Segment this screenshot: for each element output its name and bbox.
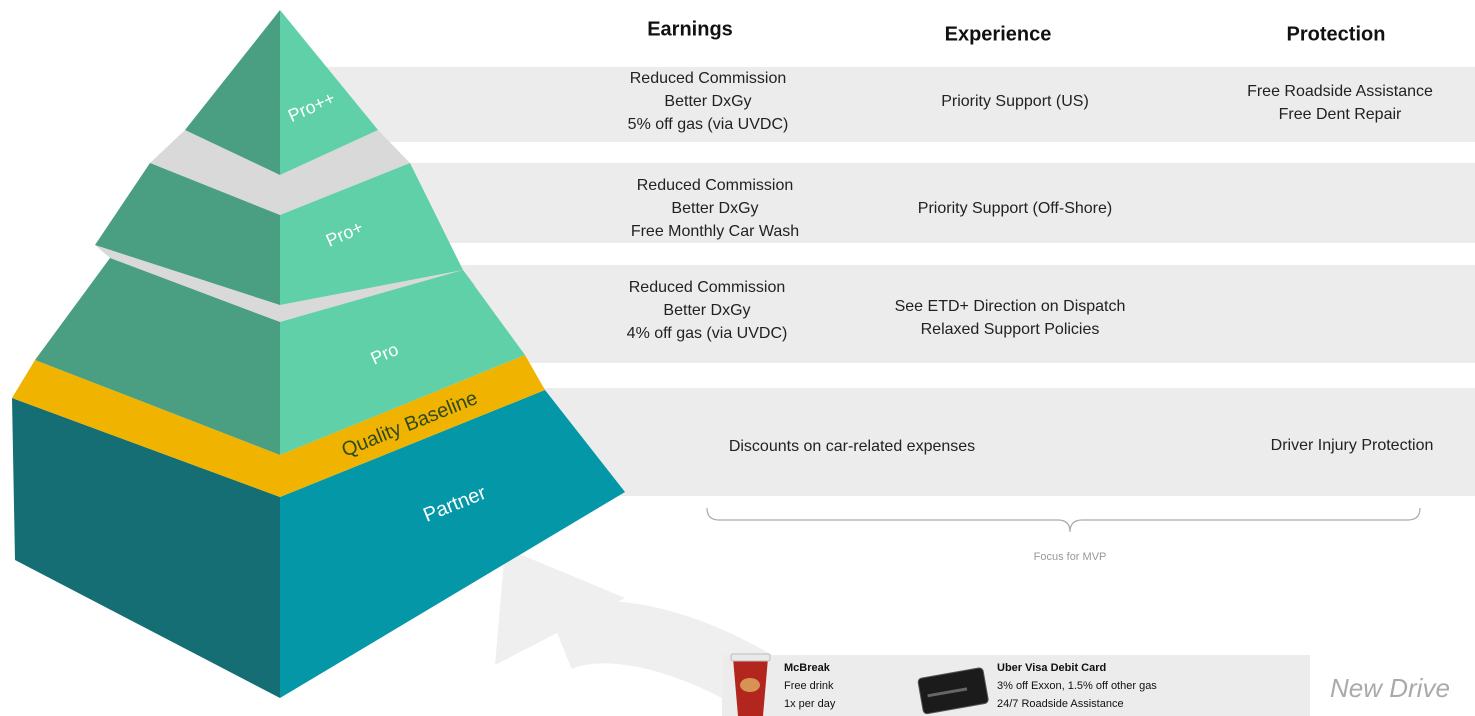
earnings-item: Better DxGy xyxy=(663,302,750,319)
perk-title: McBreak xyxy=(784,662,831,674)
column-header: Experience xyxy=(945,23,1052,45)
column-header: Earnings xyxy=(647,18,733,40)
earnings-item: Reduced Commission xyxy=(637,177,794,194)
experience-item: Relaxed Support Policies xyxy=(921,321,1100,338)
earnings-item: 4% off gas (via UVDC) xyxy=(627,325,788,342)
experience-item: Priority Support (US) xyxy=(941,93,1089,110)
bracket-label: Focus for MVP xyxy=(1034,551,1107,563)
earnings-item: Better DxGy xyxy=(664,93,751,110)
perk-line: 24/7 Roadside Assistance xyxy=(997,698,1124,710)
protection-item: Free Dent Repair xyxy=(1279,106,1402,123)
new-driver-label: New Drive xyxy=(1330,673,1450,703)
slide: Pro++ Pro+ Pro Quality Baseline Partner … xyxy=(0,0,1475,716)
earnings-item: 5% off gas (via UVDC) xyxy=(628,116,789,133)
experience-item: Priority Support (Off-Shore) xyxy=(918,200,1112,217)
earnings-item: Discounts on car-related expenses xyxy=(729,438,975,455)
bracket xyxy=(707,508,1420,532)
protection-item: Free Roadside Assistance xyxy=(1247,83,1433,100)
row-band xyxy=(300,163,1475,243)
row-band xyxy=(300,67,1475,142)
earnings-item: Free Monthly Car Wash xyxy=(631,223,799,240)
column-header: Protection xyxy=(1287,23,1386,45)
perk-title: Uber Visa Debit Card xyxy=(997,662,1106,674)
experience-item: See ETD+ Direction on Dispatch xyxy=(895,298,1126,315)
perk-line: Free drink xyxy=(784,680,834,692)
earnings-item: Reduced Commission xyxy=(630,70,787,87)
earnings-item: Reduced Commission xyxy=(629,279,786,296)
page: { "columns": ["Earnings", "Experience", … xyxy=(0,0,1475,716)
earnings-item: Better DxGy xyxy=(671,200,758,217)
protection-item: Driver Injury Protection xyxy=(1271,437,1434,454)
perk-line: 3% off Exxon, 1.5% off other gas xyxy=(997,680,1157,692)
cup-lid xyxy=(731,654,770,661)
cup-logo xyxy=(740,678,760,692)
perk-line: 1x per day xyxy=(784,698,836,710)
